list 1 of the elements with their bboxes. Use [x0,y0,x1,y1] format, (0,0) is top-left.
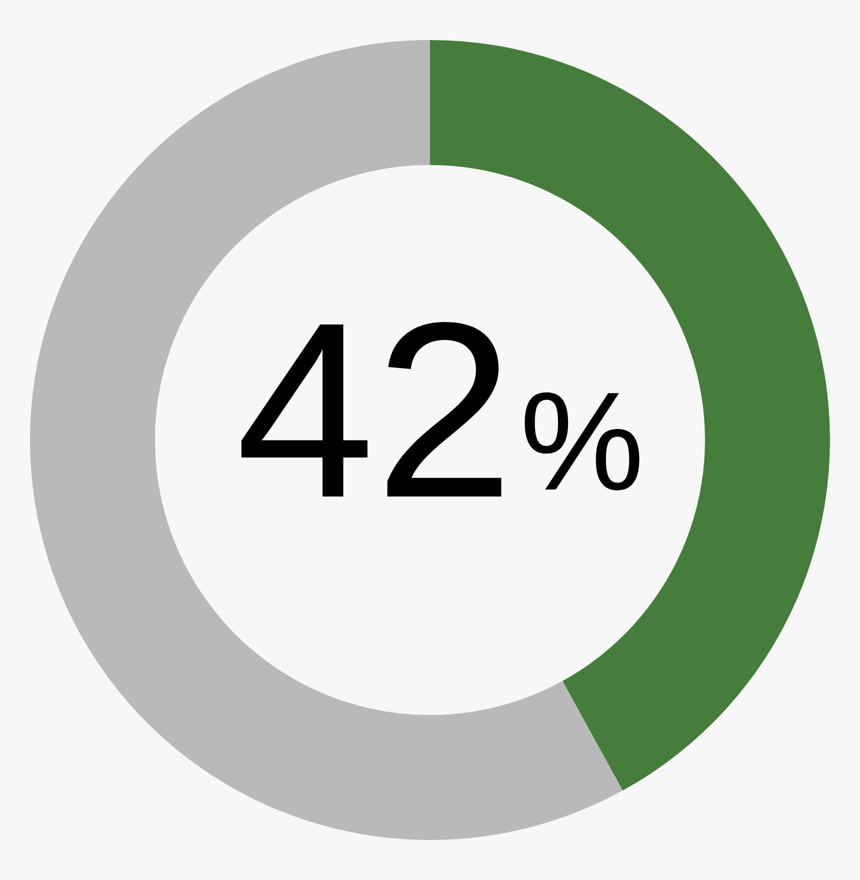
data-label: 42% [236,270,644,550]
